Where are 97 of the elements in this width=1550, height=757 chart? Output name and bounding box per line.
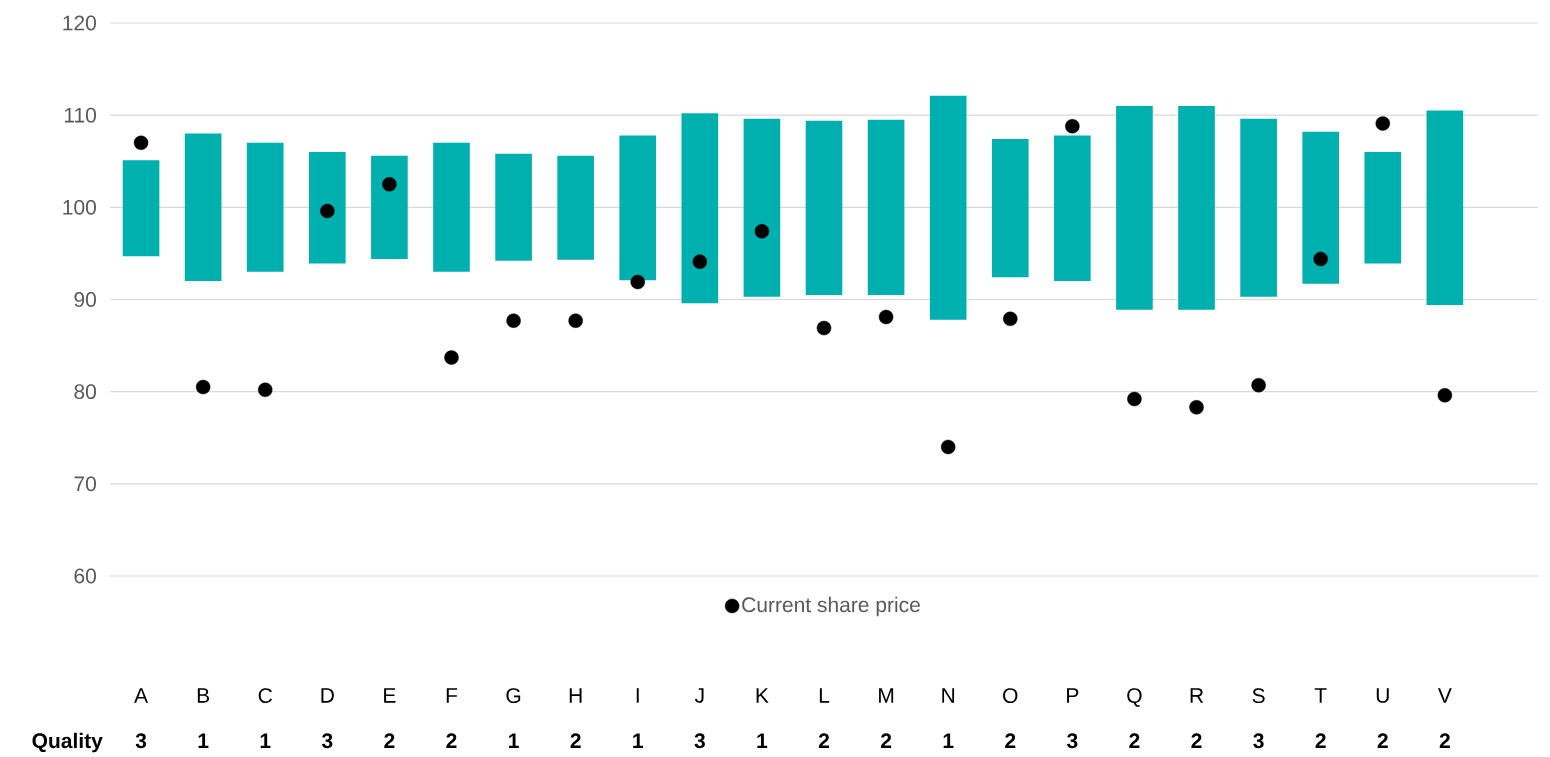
bar [681,113,719,304]
x-tick-label: C [258,688,273,704]
x-tick-label: V [1437,688,1452,703]
text: Quality [32,732,103,753]
bar [1054,135,1091,282]
text: 1 [198,733,209,748]
x-tick-label: F [446,688,458,703]
bar [309,152,346,264]
x-tick-label: R [1190,688,1204,703]
text: 2 [1439,733,1450,748]
y-tick-label: 80 [74,384,96,400]
point [1375,116,1390,131]
point [1437,388,1453,403]
text: 1 [260,733,271,748]
point [444,350,459,365]
text: 2 [818,733,829,748]
bar [743,118,781,297]
point [568,313,583,328]
point [816,320,832,336]
bar [1426,110,1464,306]
y-tick-label: 90 [74,292,96,307]
bar [1178,105,1215,310]
bar [495,153,532,261]
bar [1364,152,1402,264]
point [754,224,770,239]
point [1313,251,1328,267]
x-tick-label: G [506,688,521,704]
bar [1240,118,1277,297]
bar [991,139,1029,278]
point [1065,119,1080,134]
text: 3 [321,733,333,749]
x-tick-label: Q [1127,688,1142,707]
text: 1 [943,733,954,748]
x-tick-label: K [756,688,769,703]
text: 2 [384,733,395,748]
text: 3 [1253,733,1264,749]
x-tick-label: I [636,688,639,703]
bar [184,133,222,282]
text: 3 [135,733,147,749]
bar [433,142,470,272]
text: 1 [509,733,519,748]
bar [246,142,284,272]
bar [619,135,657,281]
bar [867,119,905,295]
x-tick-label: M [879,688,894,703]
y-tick-label: 110 [64,107,96,123]
y-tick-label: 120 [63,15,96,31]
text: 2 [880,733,892,748]
bar [371,155,408,259]
x-tick-label: O [1003,688,1018,704]
point [692,254,708,269]
x-tick-label: E [384,688,396,703]
x-tick-label: T [1314,688,1327,703]
legend-label: Current share price [742,596,920,617]
x-tick-label: P [1067,688,1079,703]
y-tick-label: 70 [74,476,96,492]
y-tick-label: 60 [74,568,96,584]
point [1189,400,1204,415]
point [382,177,397,192]
text: 3 [1066,733,1078,749]
point [1127,391,1142,407]
point [195,379,211,395]
text: 2 [1005,733,1016,748]
x-tick-label: S [1252,688,1265,704]
x-tick-label: U [1376,688,1389,703]
point [1251,378,1266,393]
bar [929,95,967,320]
bar [805,120,843,295]
x-tick-label: B [197,688,210,703]
x-tick-label: H [569,688,582,703]
text: 2 [1315,733,1326,748]
x-tick-label: J [694,688,704,703]
bar [122,160,160,257]
text: 1 [633,733,643,748]
y-tick-label: 100 [63,199,96,215]
point [630,274,645,290]
x-tick-label: N [942,688,955,703]
point [940,439,956,455]
text: 2 [570,733,581,748]
x-tick-label: A [134,688,149,703]
point [506,313,521,328]
x-tick-label: D [321,688,334,703]
point [1003,311,1018,327]
point [320,203,335,219]
text: 1 [757,733,768,748]
bar [1116,105,1153,310]
text: 2 [446,733,457,748]
text: 3 [694,733,705,749]
text: 2 [1377,733,1388,748]
x-tick-label: L [819,688,830,703]
text: 2 [1191,733,1202,748]
bar [557,155,594,260]
point [258,382,273,398]
point [878,309,894,325]
point [133,135,149,151]
text: 2 [1129,733,1140,748]
bar [1302,131,1340,284]
